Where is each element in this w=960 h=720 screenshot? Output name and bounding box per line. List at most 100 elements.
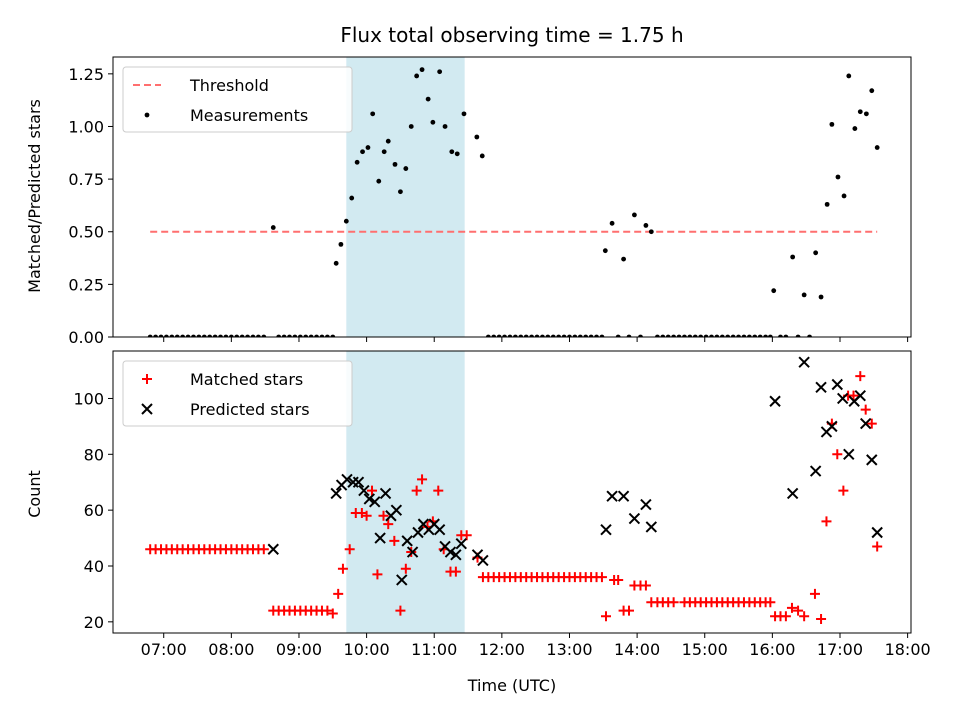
- data-point: [267, 543, 279, 555]
- data-point: [660, 334, 666, 337]
- data-point: [360, 149, 365, 155]
- data-point: [365, 145, 371, 150]
- data-point: [809, 588, 820, 599]
- data-point: [632, 212, 637, 218]
- data-point: [529, 334, 535, 337]
- data-point: [572, 334, 578, 337]
- data-point: [643, 223, 649, 228]
- data-point: [621, 256, 626, 262]
- data-point: [352, 476, 365, 488]
- data-point: [869, 88, 875, 94]
- data-point: [763, 334, 769, 337]
- data-point: [550, 334, 556, 337]
- data-point: [287, 334, 292, 337]
- data-point: [838, 485, 849, 496]
- data-point: [292, 334, 298, 337]
- data-point: [474, 134, 480, 140]
- data-point: [824, 201, 830, 207]
- data-point: [682, 334, 687, 337]
- data-point: [801, 292, 807, 298]
- data-point: [343, 218, 349, 224]
- data-point: [201, 334, 207, 337]
- data-point: [218, 334, 223, 337]
- data-point: [322, 605, 333, 616]
- data-point: [419, 67, 425, 73]
- data-point: [577, 334, 583, 337]
- data-point: [196, 334, 202, 337]
- data-point: [855, 371, 866, 382]
- x-tick-label: 09:00: [276, 640, 322, 659]
- data-point: [255, 334, 261, 337]
- data-point: [400, 563, 411, 574]
- data-point: [408, 124, 414, 129]
- data-point: [767, 334, 773, 337]
- data-point: [866, 454, 878, 466]
- data-point: [437, 69, 443, 75]
- data-point: [831, 378, 843, 391]
- data-point: [600, 523, 612, 536]
- data-point: [523, 334, 529, 337]
- data-point: [461, 530, 472, 541]
- data-point: [730, 334, 736, 337]
- data-point: [866, 418, 877, 429]
- data-point: [609, 220, 615, 226]
- y-tick-label: 80: [84, 445, 104, 464]
- data-point: [640, 498, 652, 511]
- data-point: [617, 490, 630, 502]
- data-point: [330, 334, 336, 337]
- data-point: [638, 334, 643, 337]
- data-point: [349, 195, 355, 201]
- data-point: [234, 334, 240, 337]
- legend: Threshold Measurements: [122, 66, 353, 133]
- x-tick-label: 14:00: [614, 640, 660, 659]
- x-axis-label: Time (UTC): [467, 676, 556, 695]
- data-point: [799, 611, 810, 622]
- data-point: [276, 334, 282, 337]
- data-point: [392, 161, 398, 167]
- data-point: [308, 334, 314, 337]
- plot-area: [145, 356, 883, 625]
- data-point: [863, 111, 869, 117]
- data-point: [613, 574, 624, 585]
- data-point: [615, 334, 621, 337]
- data-point: [561, 334, 567, 337]
- data-point: [874, 145, 880, 150]
- data-point: [496, 334, 502, 337]
- data-point: [378, 510, 389, 521]
- x-tick-label: 10:00: [344, 640, 390, 659]
- y-tick-label: 60: [84, 501, 104, 520]
- data-point: [599, 334, 605, 337]
- data-point: [790, 254, 796, 260]
- bottom-panel: 07:00 08:00 09:00 10:00 11:00 12:00 13:00 14:00…: [73, 350, 931, 659]
- data-point: [668, 597, 679, 608]
- data-point: [207, 334, 213, 337]
- data-point: [411, 485, 422, 496]
- data-point: [396, 574, 408, 586]
- data-point: [412, 526, 424, 539]
- data-point: [859, 417, 872, 430]
- x-tick-label: 18:00: [885, 640, 931, 659]
- data-point: [245, 334, 250, 337]
- chart-title: Flux total observing time = 1.75 h: [340, 23, 683, 47]
- legend-label: Measurements: [190, 106, 308, 125]
- data-point: [778, 334, 783, 337]
- data-point: [239, 334, 245, 337]
- data-point: [741, 334, 747, 337]
- data-point: [829, 121, 835, 127]
- data-point: [757, 334, 763, 337]
- data-point: [374, 532, 386, 544]
- data-point: [363, 493, 376, 505]
- data-point: [765, 597, 776, 608]
- data-point: [813, 250, 819, 256]
- data-point: [807, 334, 812, 337]
- data-point: [815, 381, 827, 394]
- x-tick-label: 07:00: [141, 640, 187, 659]
- data-point: [185, 334, 191, 337]
- data-point: [798, 356, 810, 368]
- data-point: [860, 404, 871, 415]
- y-tick-label: 1.00: [68, 117, 104, 136]
- data-point: [324, 334, 330, 337]
- data-point: [385, 138, 391, 144]
- x-tick-label: 17:00: [817, 640, 863, 659]
